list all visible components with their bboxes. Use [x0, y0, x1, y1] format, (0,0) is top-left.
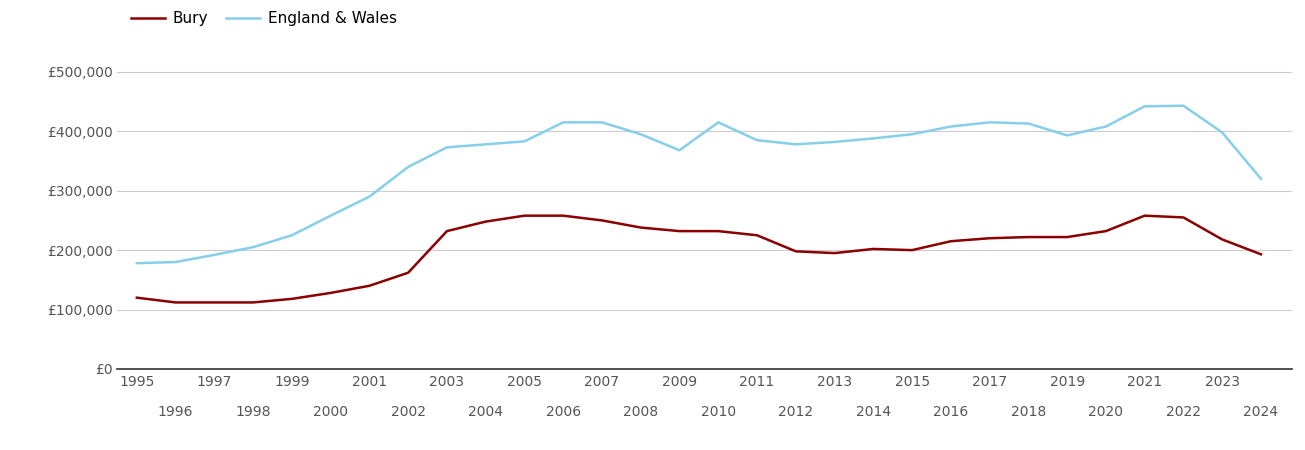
Legend: Bury, England & Wales: Bury, England & Wales	[125, 5, 403, 32]
